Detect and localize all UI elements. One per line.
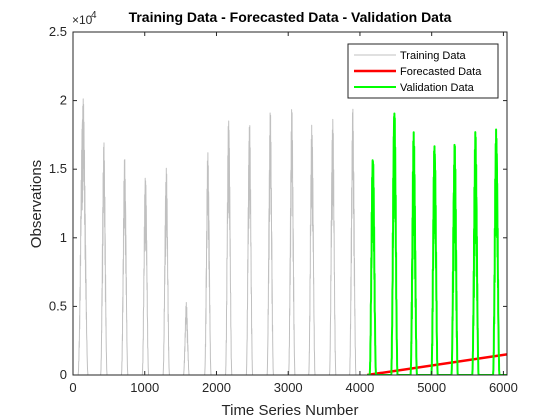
legend: Training Data Forecasted Data Validation D… — [347, 43, 499, 99]
x-tick-label: 1000 — [130, 380, 159, 395]
series-layer — [73, 98, 507, 375]
y-exponent-power: 4 — [91, 10, 97, 21]
x-tick-label: 2000 — [202, 380, 231, 395]
chart-title: Training Data - Forecasted Data - Valida… — [129, 9, 452, 25]
x-tick-label: 5000 — [417, 380, 446, 395]
y-tick-label: 0.5 — [49, 298, 67, 313]
legend-label: Forecasted Data — [400, 66, 482, 78]
x-axis-label: Time Series Number — [222, 402, 359, 419]
x-tick-label: 0 — [69, 380, 76, 395]
y-tick-label: 1.5 — [49, 161, 67, 176]
axes-layer: 0 1000 2000 3000 4000 5000 6000 0 0.5 1 1.5 2 2.5 — [49, 24, 518, 395]
y-tick-label: 2 — [60, 93, 67, 108]
y-exponent-base: ×10 — [72, 13, 93, 27]
x-tick-label: 3000 — [274, 380, 303, 395]
x-tick-label: 6000 — [489, 380, 518, 395]
y-tick-label: 1 — [60, 230, 67, 245]
x-tick-label: 4000 — [345, 380, 374, 395]
series-line-training-data — [73, 98, 368, 375]
axes-box — [72, 31, 508, 376]
y-tick-label: 0 — [60, 367, 67, 382]
legend-label: Training Data — [400, 50, 467, 62]
series-line-validation-data — [366, 112, 507, 375]
y-exponent-label: ×10 4 — [72, 10, 97, 27]
legend-label: Validation Data — [400, 82, 475, 94]
y-axis-label: Observations — [28, 160, 45, 248]
y-tick-label: 2.5 — [49, 24, 67, 39]
